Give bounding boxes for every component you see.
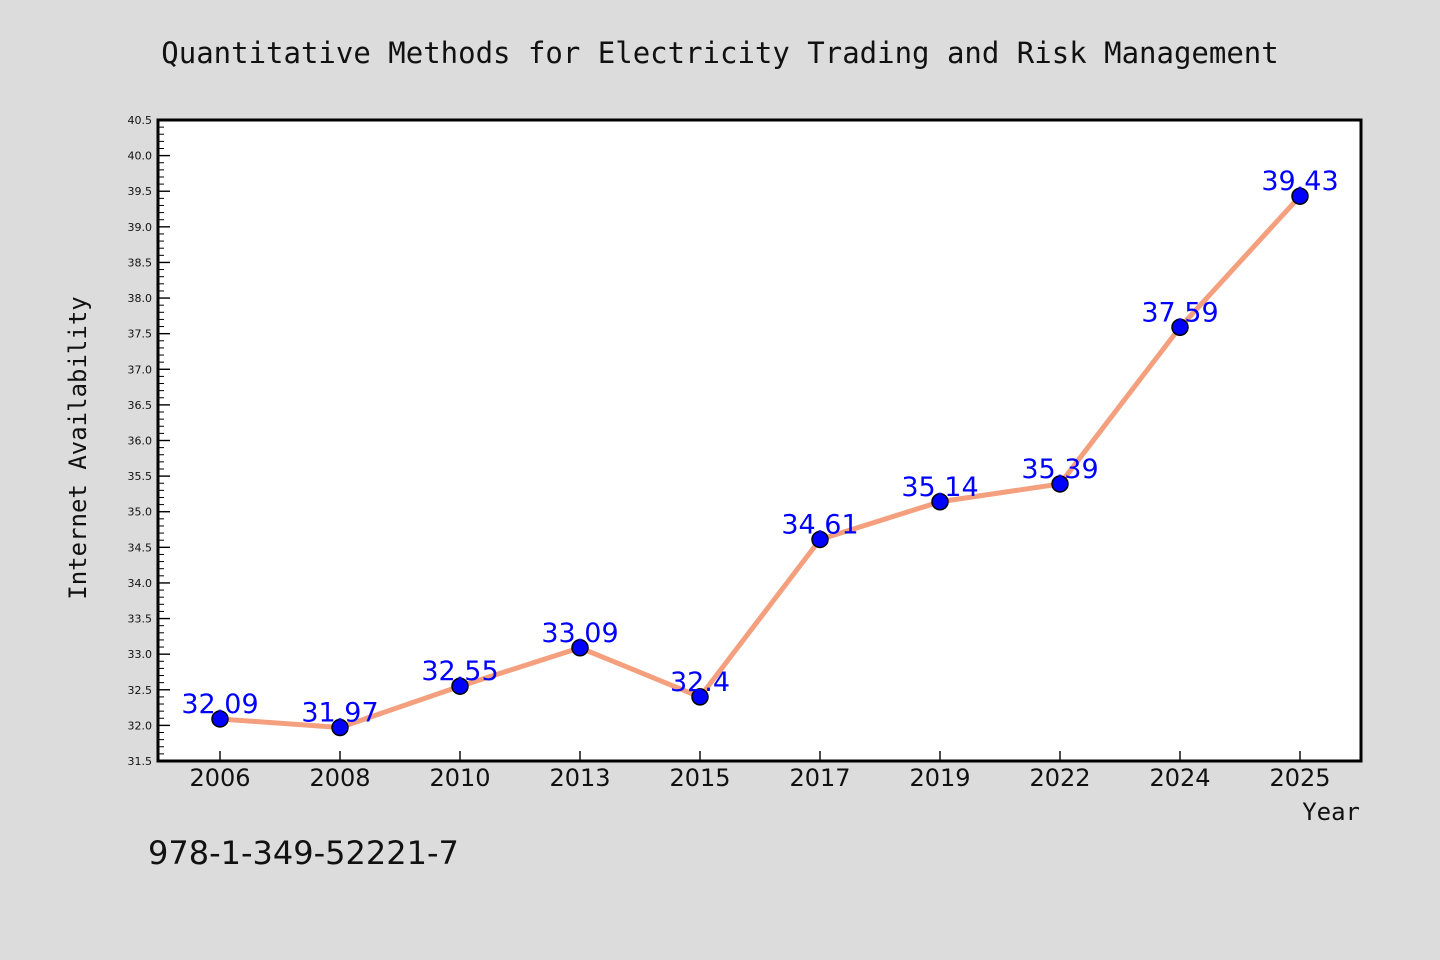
x-axis-ticks: 2006 2008 2010 2013 2015 2017 2019 2022 2024 2025: [189, 751, 1331, 792]
y-tick-label: 37.5: [128, 328, 153, 341]
y-tick-label: 37.0: [128, 363, 153, 376]
x-tick-label: 2019: [909, 764, 970, 792]
y-tick-label: 36.0: [128, 435, 153, 448]
y-tick-label: 34.5: [128, 541, 153, 554]
x-axis-label: Year: [1302, 798, 1360, 826]
data-point: [931, 493, 949, 511]
data-label: 33.09: [541, 618, 618, 649]
data-label: 32.55: [421, 656, 498, 687]
data-point: [811, 530, 829, 549]
x-tick-label: 2008: [309, 764, 370, 792]
data-point: [691, 688, 709, 706]
series-line: [219, 194, 1302, 731]
plot-area: [156, 118, 1363, 763]
y-tick-label: 40.5: [128, 114, 153, 127]
y-tick-label: 33.0: [128, 648, 153, 661]
y-tick-label: 39.5: [128, 185, 153, 198]
x-tick-label: 2010: [429, 764, 490, 792]
data-point: [1291, 187, 1309, 205]
x-tick-label: 2024: [1149, 764, 1210, 792]
x-tick-label: 2022: [1029, 764, 1090, 792]
data-label: 32.4: [670, 667, 730, 698]
data-points: [211, 187, 1309, 737]
data-point: [331, 718, 349, 737]
y-tick-label: 38.0: [128, 292, 153, 305]
data-point: [211, 710, 229, 728]
y-tick-label: 40.0: [128, 150, 153, 163]
y-tick-label: 31.5: [128, 755, 153, 768]
data-point: [451, 677, 469, 695]
data-point: [571, 639, 589, 657]
y-axis-ticks: 31.5 32.0 32.5 33.0 33.5 34.0 34.5 35.0 35.5 36.0…: [128, 114, 170, 768]
y-tick-label: 36.5: [128, 399, 153, 412]
data-label: 32.09: [181, 689, 258, 720]
data-label: 34.61: [781, 509, 858, 540]
data-label: 35.14: [901, 472, 978, 503]
x-tick-label: 2006: [189, 764, 250, 792]
data-label: 31.97: [301, 698, 378, 729]
y-tick-label: 35.5: [128, 470, 153, 483]
y-tick-label: 35.0: [128, 506, 153, 519]
y-tick-label: 32.0: [128, 719, 153, 732]
data-label: 35.39: [1021, 454, 1098, 485]
series-line-group: [219, 194, 1302, 731]
data-label: 37.59: [1141, 297, 1218, 328]
y-tick-label: 32.5: [128, 684, 153, 697]
chart-title: Quantitative Methods for Electricity Tra…: [161, 36, 1278, 70]
y-tick-label: 33.5: [128, 613, 153, 626]
data-labels: 32.09 31.97 32.55 33.09 32.4 34.61 35.14 35.39 3…: [181, 166, 1338, 728]
y-axis-label: Internet Availability: [64, 296, 92, 599]
x-tick-label: 2015: [669, 764, 730, 792]
data-point: [1171, 318, 1189, 337]
data-label: 39.43: [1261, 166, 1338, 197]
x-tick-label: 2017: [789, 764, 850, 792]
y-tick-label: 39.0: [128, 221, 153, 234]
y-tick-label: 38.5: [128, 256, 153, 269]
x-tick-label: 2025: [1269, 764, 1330, 792]
data-point: [1051, 475, 1069, 493]
footer-isbn: 978-1-349-52221-7: [148, 834, 459, 872]
x-tick-label: 2013: [549, 764, 610, 792]
y-tick-label: 34.0: [128, 577, 153, 590]
